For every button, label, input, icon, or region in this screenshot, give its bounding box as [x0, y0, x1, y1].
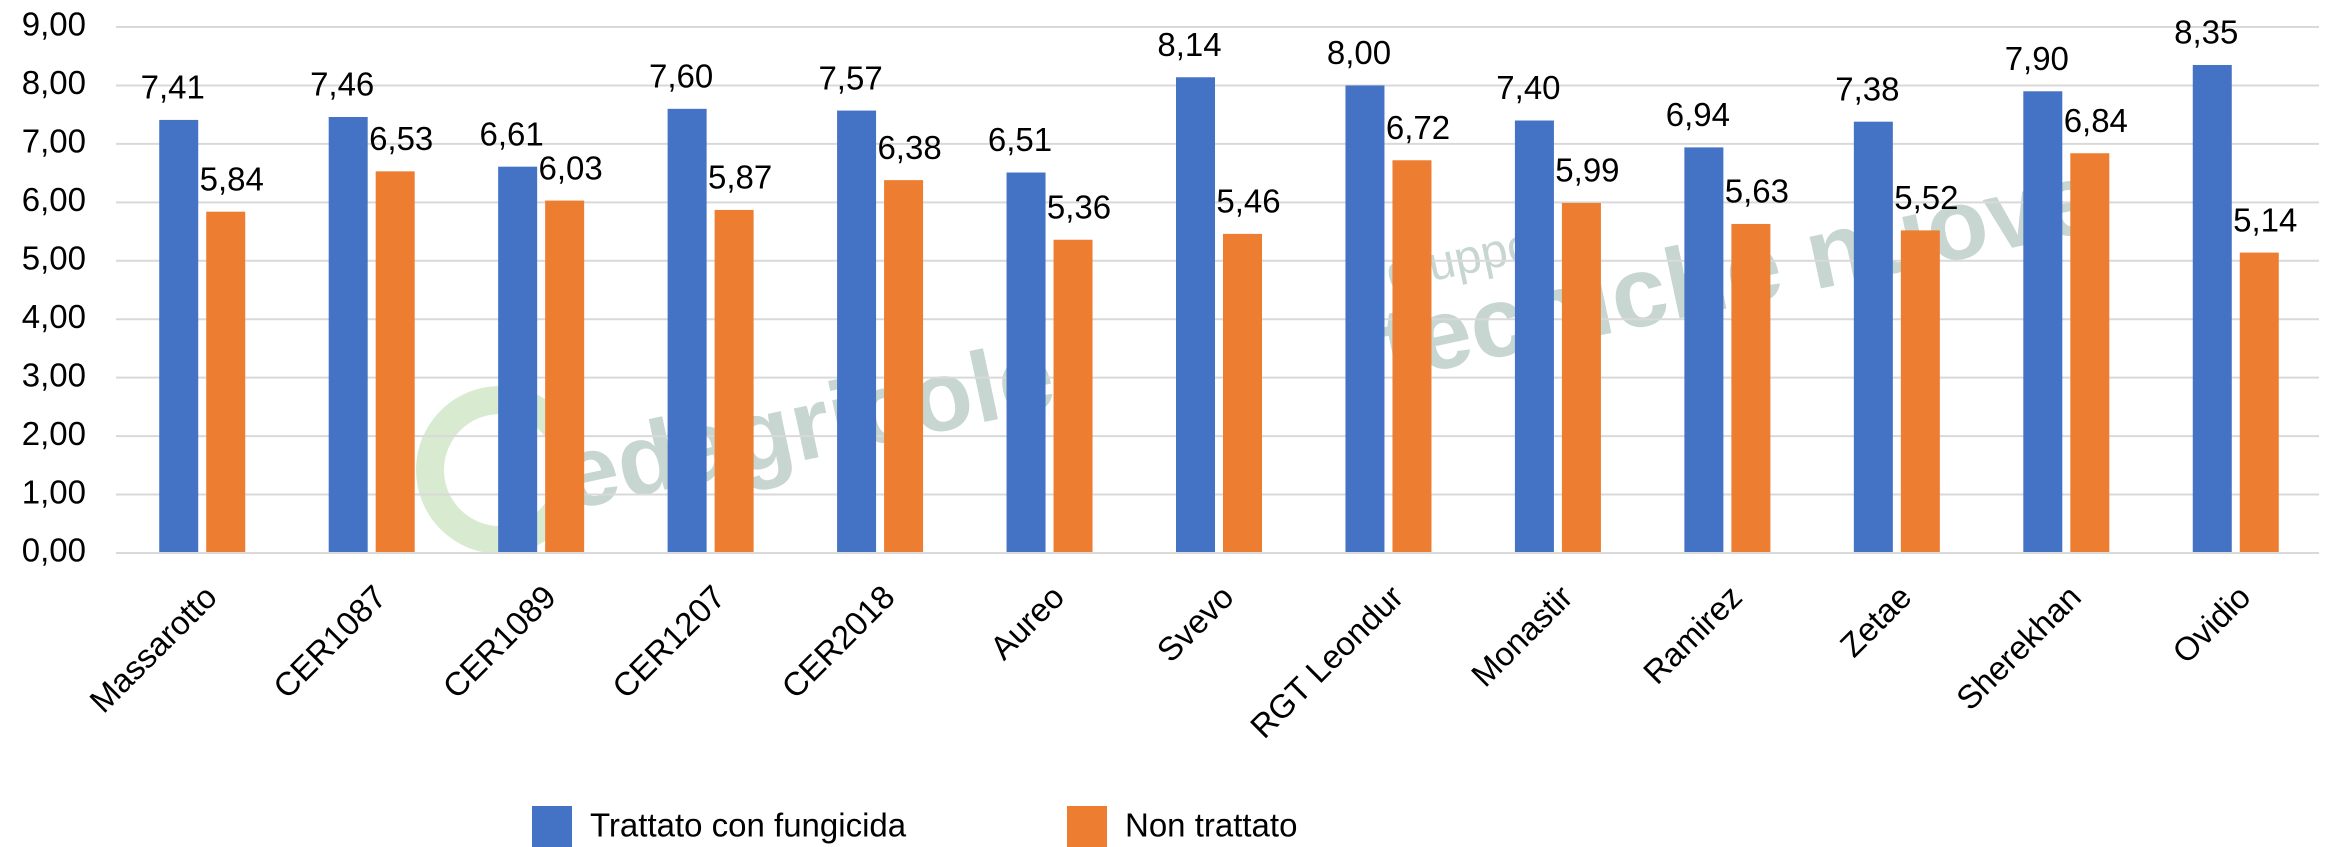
value-label: 5,14 [2233, 201, 2297, 238]
value-label: 7,38 [1835, 70, 1899, 107]
x-tick-label: CER1087 [266, 578, 393, 705]
bar [498, 166, 538, 553]
x-tick-label: CER2018 [774, 578, 901, 705]
bar [667, 108, 707, 554]
bar [2192, 64, 2232, 553]
x-tick-label: Sherekhan [1949, 578, 2088, 717]
value-label: 5,87 [708, 159, 772, 196]
value-label: 6,72 [1386, 109, 1450, 146]
y-tick-label: 1,00 [22, 473, 86, 510]
y-tick-label: 9,00 [22, 6, 86, 43]
value-label: 7,41 [141, 69, 205, 106]
y-tick-label: 3,00 [22, 356, 86, 393]
bar [2070, 153, 2110, 554]
bar [1684, 147, 1724, 553]
value-label: 5,99 [1555, 152, 1619, 189]
y-tick-label: 5,00 [22, 239, 86, 276]
y-tick-label: 4,00 [22, 298, 86, 335]
y-tick-label: 8,00 [22, 64, 86, 101]
y-tick-label: 6,00 [22, 181, 86, 218]
watermark-text: edagricole [551, 318, 1064, 532]
x-tick-label: Svevo [1150, 578, 1241, 669]
y-tick-label: 2,00 [22, 415, 86, 452]
bar [837, 110, 877, 553]
value-label: 6,84 [2064, 102, 2128, 139]
legend-label: Non trattato [1125, 807, 1297, 844]
bar [1053, 239, 1093, 553]
value-label: 5,84 [200, 160, 264, 197]
y-tick-label: 0,00 [22, 532, 86, 569]
value-label: 7,40 [1496, 69, 1560, 106]
value-label: 6,94 [1666, 96, 1730, 133]
value-label: 6,03 [539, 149, 603, 186]
value-label: 8,14 [1157, 26, 1221, 63]
bar [884, 180, 924, 553]
bar [328, 117, 368, 553]
value-label: 5,36 [1047, 188, 1111, 225]
bar [1731, 223, 1771, 554]
value-label: 6,53 [369, 120, 433, 157]
bar [375, 171, 415, 553]
value-label: 6,38 [877, 129, 941, 166]
value-label: 8,35 [2174, 14, 2238, 51]
bar [1900, 230, 1940, 554]
value-label: 8,00 [1327, 34, 1391, 71]
x-tick-label: Zetae [1833, 578, 1919, 664]
x-tick-label: Ovidio [2165, 578, 2257, 670]
bar [545, 200, 585, 553]
bar [2239, 252, 2279, 553]
bar [1345, 85, 1385, 553]
x-tick-label: Massarotto [82, 578, 224, 720]
y-tick-label: 7,00 [22, 123, 86, 160]
legend-label: Trattato con fungicida [590, 807, 907, 844]
x-tick-label: RGT Leondur [1243, 578, 1410, 745]
bar [1223, 233, 1262, 554]
value-label: 7,90 [2005, 40, 2069, 77]
x-tick-label: Monastir [1464, 578, 1580, 694]
bar [1514, 120, 1554, 553]
bar [1006, 172, 1046, 553]
x-tick-label: CER1207 [605, 578, 732, 705]
bar [1853, 121, 1893, 554]
value-label: 7,57 [818, 59, 882, 96]
x-tick-label: Ramirez [1636, 578, 1749, 691]
bar [2023, 91, 2063, 554]
legend-swatch [1067, 806, 1107, 847]
x-tick-label: Aureo [983, 578, 1071, 666]
legend-swatch [532, 806, 572, 847]
value-label: 5,46 [1216, 183, 1280, 220]
bar [1176, 77, 1215, 554]
value-label: 6,51 [988, 121, 1052, 158]
bar [206, 211, 246, 553]
bar [159, 119, 199, 553]
x-tick-label: CER1089 [435, 578, 562, 705]
value-label: 7,46 [310, 66, 374, 103]
bar [714, 209, 754, 554]
value-label: 5,63 [1725, 173, 1789, 210]
value-label: 7,60 [649, 58, 713, 95]
bar [1392, 160, 1432, 553]
value-label: 6,61 [480, 115, 544, 152]
value-label: 5,52 [1894, 179, 1958, 216]
bar [1561, 202, 1601, 553]
